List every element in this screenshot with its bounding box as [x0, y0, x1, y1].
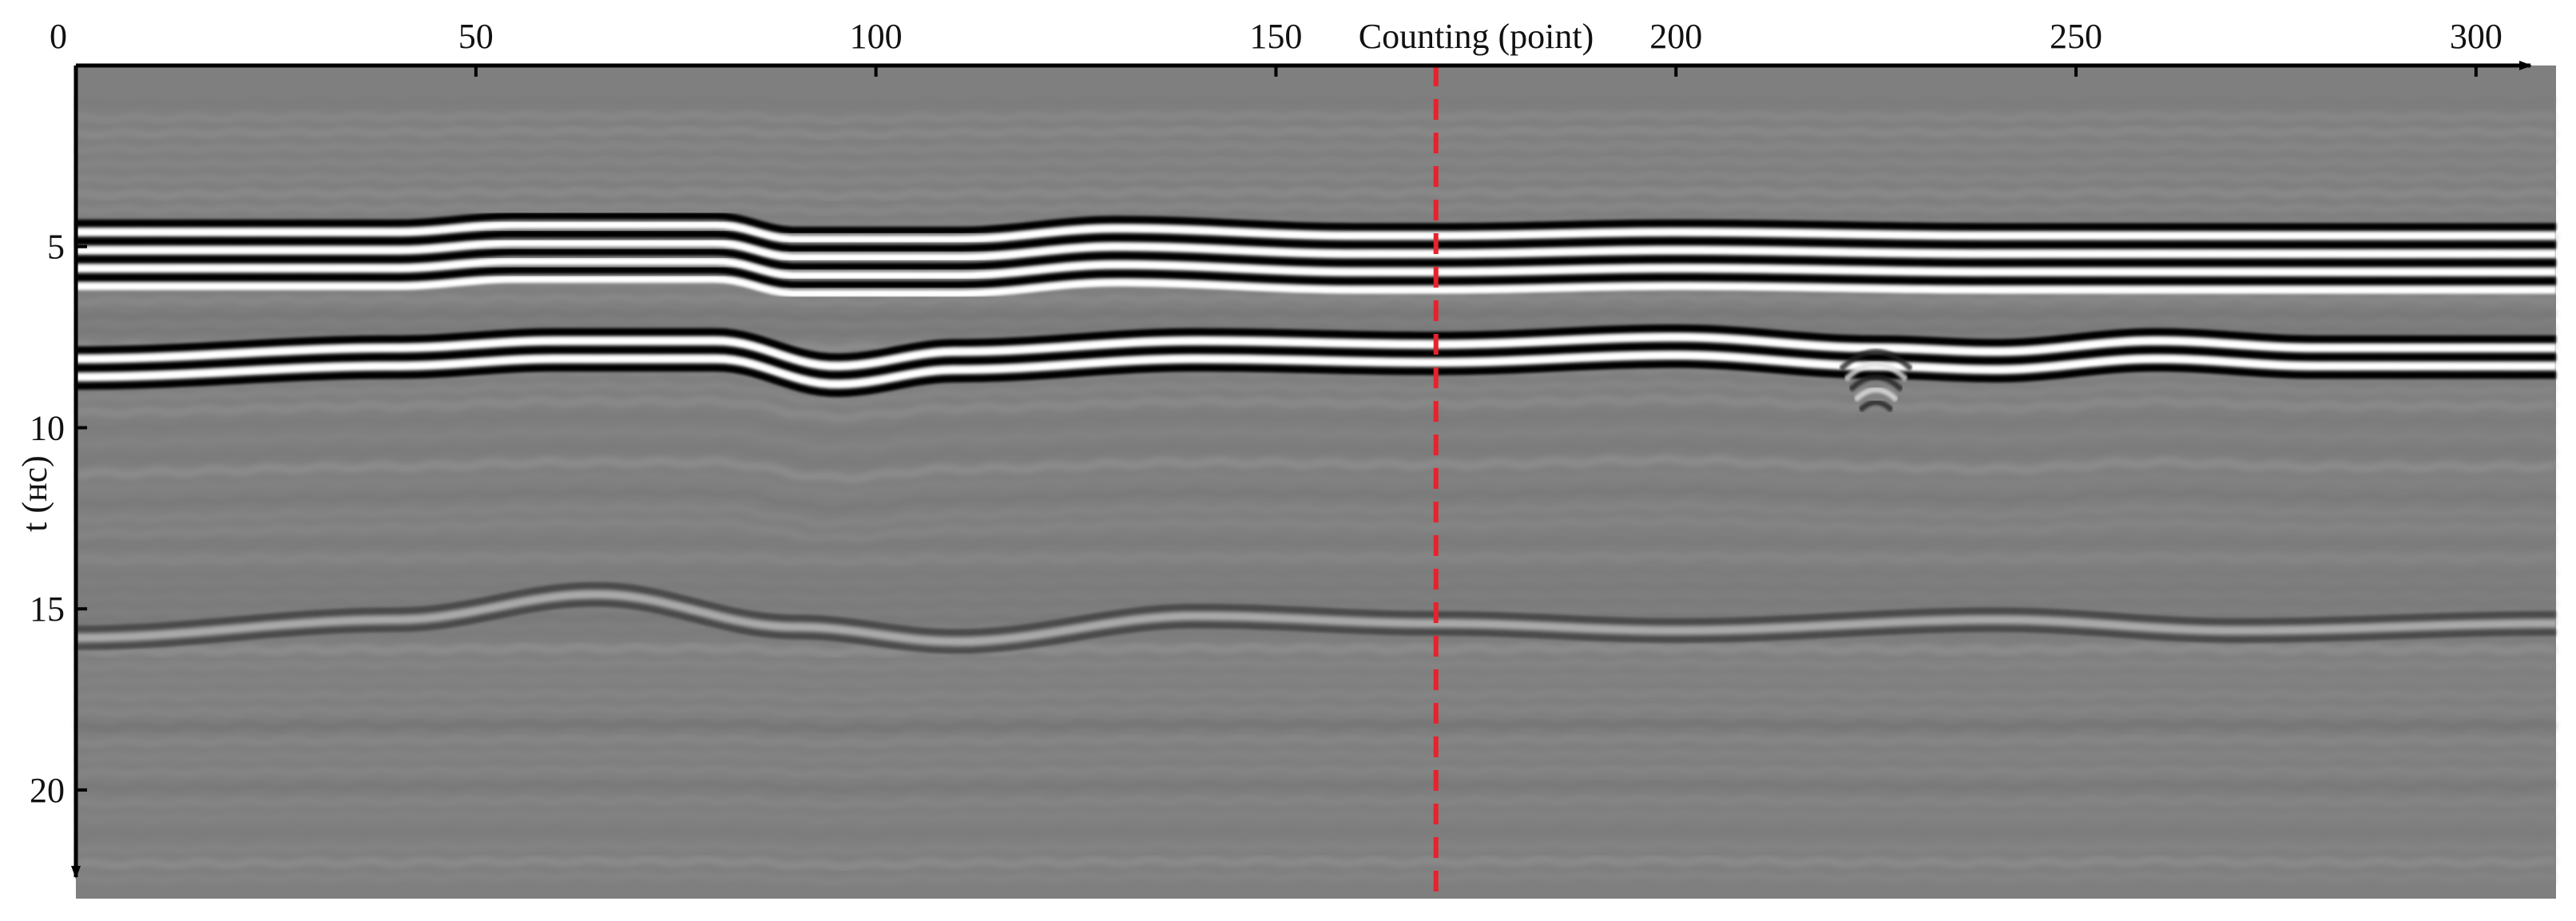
texture-stratum	[75, 674, 2557, 687]
x-tick-label: 300	[2450, 17, 2503, 56]
reflection-band	[76, 257, 2556, 280]
texture-stratum	[75, 642, 2557, 657]
texture-stratum	[75, 749, 2557, 763]
reflection-band	[76, 266, 2556, 288]
y-tick-label: 20	[30, 771, 65, 810]
texture-stratum	[75, 796, 2557, 808]
x-tick-label: 50	[458, 17, 494, 56]
reflection-band	[76, 230, 2556, 252]
texture-stratum	[75, 157, 2557, 169]
texture-stratum	[75, 472, 2557, 497]
texture-stratum	[75, 780, 2557, 793]
axes: 0 50 100 150 200 250 300 5 10 15 20 Counting (poi…	[15, 17, 2532, 879]
texture-stratum	[75, 597, 2557, 611]
reflection-band	[76, 276, 2556, 298]
texture-stratum	[75, 582, 2557, 596]
texture-stratum	[75, 502, 2557, 526]
reflection-band	[76, 351, 2556, 388]
x-axis-ticks: 0 50 100 150 200 250 300	[50, 17, 2503, 77]
texture-stratum	[75, 551, 2557, 566]
texture-stratum	[75, 718, 2557, 734]
texture-stratum	[75, 766, 2557, 777]
texture-stratum	[75, 141, 2557, 155]
texture-stratum	[75, 735, 2557, 747]
texture-stratum	[75, 110, 2557, 125]
texture-stratum	[75, 827, 2557, 839]
plot-area	[75, 66, 2557, 899]
texture-stratum	[75, 516, 2557, 542]
texture-stratum	[75, 439, 2557, 466]
y-tick-label: 5	[47, 228, 65, 267]
texture-stratum	[75, 411, 2557, 435]
texture-stratum	[75, 840, 2557, 855]
reflection-band	[76, 324, 2556, 361]
reflection-band	[76, 239, 2556, 261]
reflection-band	[76, 212, 2556, 234]
x-axis-title: Counting (point)	[1359, 17, 1594, 56]
scatter-hyperbola	[1844, 361, 1909, 382]
texture-stratum	[75, 487, 2557, 512]
x-tick-label: 150	[1249, 17, 1302, 56]
scatter-hyperbola	[1848, 374, 1904, 392]
y-tick-label: 15	[30, 590, 65, 629]
texture-stratum	[75, 309, 2557, 322]
texture-stratum	[75, 427, 2557, 451]
texture-stratum	[75, 202, 2557, 215]
texture-stratum	[75, 536, 2557, 551]
reflection-bands	[75, 212, 2556, 654]
texture-stratum	[75, 380, 2557, 405]
texture-stratum	[75, 97, 2557, 108]
scatter-features	[1839, 348, 1914, 413]
scatter-hyperbola	[1839, 348, 1914, 371]
y-tick-label: 10	[30, 408, 65, 447]
texture-stratum	[75, 395, 2557, 422]
reflection-band	[76, 360, 2556, 397]
texture-stratum	[75, 172, 2557, 185]
texture-stratum	[75, 566, 2557, 581]
reflection-band	[76, 248, 2556, 271]
reflection-band	[76, 220, 2556, 244]
texture-stratum	[75, 125, 2557, 140]
texture-stratum	[75, 705, 2557, 717]
texture-stratum	[75, 811, 2557, 824]
x-tick-label: 0	[50, 17, 67, 56]
texture-stratum	[75, 294, 2557, 306]
y-axis-title: t (нс)	[15, 455, 54, 532]
reflection-band	[76, 600, 2556, 654]
x-tick-label: 200	[1649, 17, 1702, 56]
scatter-hyperbola	[1858, 399, 1895, 413]
texture-stratum	[75, 689, 2557, 702]
texture-stratum	[75, 871, 2557, 885]
texture-stratum	[75, 455, 2557, 482]
y-axis-ticks: 5 10 15 20	[30, 228, 87, 810]
texture-stratum	[75, 855, 2557, 870]
reflection-band	[76, 333, 2556, 370]
x-tick-label: 100	[850, 17, 903, 56]
reflection-band	[75, 582, 2556, 636]
texture-stratum	[75, 658, 2557, 673]
x-tick-label: 250	[2050, 17, 2102, 56]
scatter-hyperbola	[1853, 387, 1899, 403]
reflection-band	[75, 342, 2556, 379]
texture-stratum	[75, 187, 2557, 200]
reflection-band	[75, 591, 2556, 645]
